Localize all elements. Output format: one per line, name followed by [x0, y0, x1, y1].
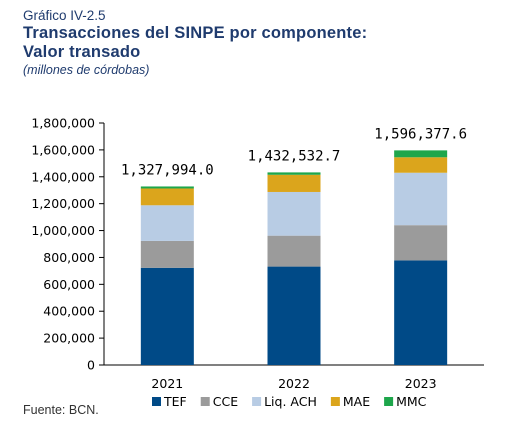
legend-swatch-liq-ach: [252, 397, 262, 406]
bar-2023-cce: [394, 225, 448, 261]
bar-2023-mae: [394, 157, 448, 173]
legend-swatch-cce: [200, 397, 210, 406]
bar-2022-liq-ach: [267, 191, 321, 236]
bar-2021-liq-ach: [140, 205, 194, 241]
legend-swatch-mmc: [384, 397, 394, 406]
chart-title-line1: Transacciones del SINPE por componente:: [23, 24, 368, 42]
chart-title-line2: Valor transado: [23, 43, 141, 61]
y-tick-label: 1,200,000: [31, 196, 95, 211]
bar-2021-cce: [140, 240, 194, 268]
y-tick-label: 1,400,000: [31, 169, 95, 184]
bar-2021-tef: [140, 267, 194, 365]
bar-2022-cce: [267, 235, 321, 267]
figure-label: Gráfico IV-2.5: [23, 8, 106, 23]
x-tick-label: 2023: [405, 376, 437, 391]
y-tick-label: 200,000: [43, 331, 95, 346]
chart-subtitle: (millones de córdobas): [23, 63, 150, 77]
legend-label: Liq. ACH: [264, 394, 317, 409]
legend-swatch-tef: [152, 397, 161, 406]
bar-2021-mmc: [140, 186, 194, 189]
bar-2023-mmc: [394, 150, 448, 158]
bar-2023-tef: [394, 260, 448, 365]
legend-label: CCE: [213, 394, 238, 409]
y-tick-label: 400,000: [43, 304, 95, 319]
y-tick-label: 600,000: [43, 277, 95, 292]
legend-label: TEF: [163, 394, 187, 409]
total-label-2021: 1,327,994.0: [121, 162, 214, 178]
y-tick-label: 0: [87, 358, 95, 373]
bar-2022-mmc: [267, 172, 321, 175]
legend-label: MMC: [396, 394, 427, 409]
legend-label: MAE: [343, 394, 370, 409]
y-tick-label: 1,600,000: [31, 142, 95, 157]
chart-header: Gráfico IV-2.5 Transacciones del SINPE p…: [23, 8, 367, 78]
y-tick-label: 1,000,000: [31, 223, 95, 238]
total-label-2023: 1,596,377.6: [374, 126, 467, 142]
legend-swatch-mae: [330, 397, 340, 406]
total-label-2022: 1,432,532.7: [248, 148, 341, 164]
x-tick-label: 2021: [151, 376, 183, 391]
bar-2021-mae: [140, 188, 194, 206]
x-tick-label: 2022: [278, 376, 310, 391]
y-tick-label: 1,800,000: [31, 116, 95, 131]
bar-2022-mae: [267, 174, 321, 192]
source-note: Fuente: BCN.: [23, 403, 99, 417]
bar-2023-liq-ach: [394, 172, 448, 226]
bar-2022-tef: [267, 266, 321, 365]
y-tick-label: 800,000: [43, 250, 95, 265]
